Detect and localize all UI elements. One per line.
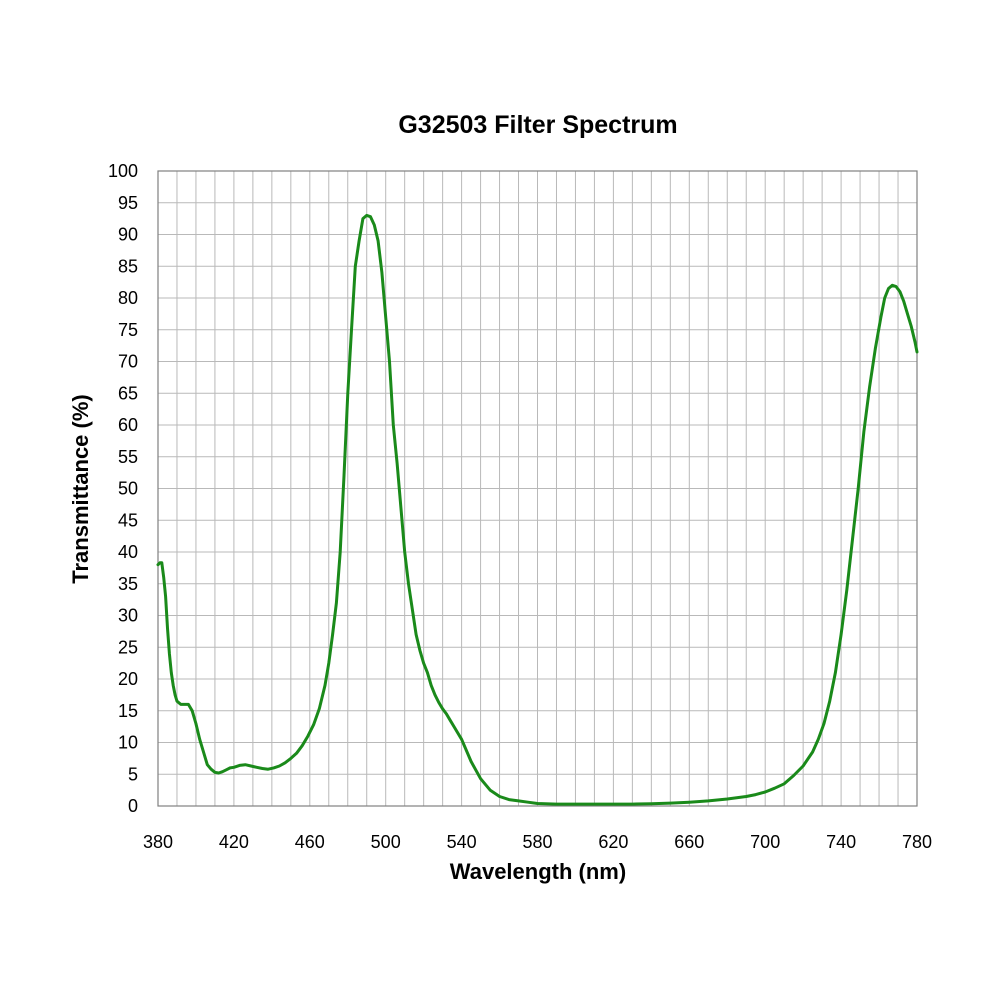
y-tick-label: 25 xyxy=(118,637,138,657)
y-tick-label: 0 xyxy=(128,796,138,816)
y-tick-label: 40 xyxy=(118,542,138,562)
y-tick-label: 60 xyxy=(118,415,138,435)
y-tick-labels: 0 5 10 15 20 25 30 35 40 45 50 55 60 65 70 75 80 85 90 95 10… xyxy=(108,161,138,816)
y-tick-label: 15 xyxy=(118,701,138,721)
y-tick-label: 70 xyxy=(118,352,138,372)
x-tick-labels: 380 420 460 500 540 580 620 660 700 740 780 xyxy=(143,832,932,852)
x-tick-label: 740 xyxy=(826,832,856,852)
x-tick-label: 500 xyxy=(371,832,401,852)
y-tick-label: 30 xyxy=(118,606,138,626)
x-tick-label: 620 xyxy=(598,832,628,852)
y-tick-label: 80 xyxy=(118,288,138,308)
x-tick-label: 780 xyxy=(902,832,932,852)
plot-area-frame xyxy=(157,170,918,807)
series-group xyxy=(156,213,919,806)
chart-title: G32503 Filter Spectrum xyxy=(398,111,677,139)
x-tick-label: 700 xyxy=(750,832,780,852)
x-tick-label: 420 xyxy=(219,832,249,852)
y-tick-label: 5 xyxy=(128,764,138,784)
x-tick-label: 460 xyxy=(295,832,325,852)
x-tick-label: 380 xyxy=(143,832,173,852)
y-tick-label: 35 xyxy=(118,574,138,594)
transmittance-series-line xyxy=(156,213,919,806)
y-tick-label: 45 xyxy=(118,510,138,530)
x-tick-label: 580 xyxy=(522,832,552,852)
horizontal-gridlines xyxy=(158,202,917,775)
y-tick-label: 75 xyxy=(118,320,138,340)
y-axis-title: Transmittance (%) xyxy=(68,394,93,584)
y-tick-label: 20 xyxy=(118,669,138,689)
y-tick-label: 100 xyxy=(108,161,138,181)
y-tick-label: 50 xyxy=(118,479,138,499)
x-tick-label: 660 xyxy=(674,832,704,852)
y-tick-label: 85 xyxy=(118,256,138,276)
x-tick-label: 540 xyxy=(447,832,477,852)
y-tick-label: 95 xyxy=(118,193,138,213)
y-tick-label: 65 xyxy=(118,383,138,403)
y-tick-label: 55 xyxy=(118,447,138,467)
y-tick-label: 90 xyxy=(118,225,138,245)
x-axis-title: Wavelength (nm) xyxy=(450,859,626,884)
y-tick-label: 10 xyxy=(118,733,138,753)
